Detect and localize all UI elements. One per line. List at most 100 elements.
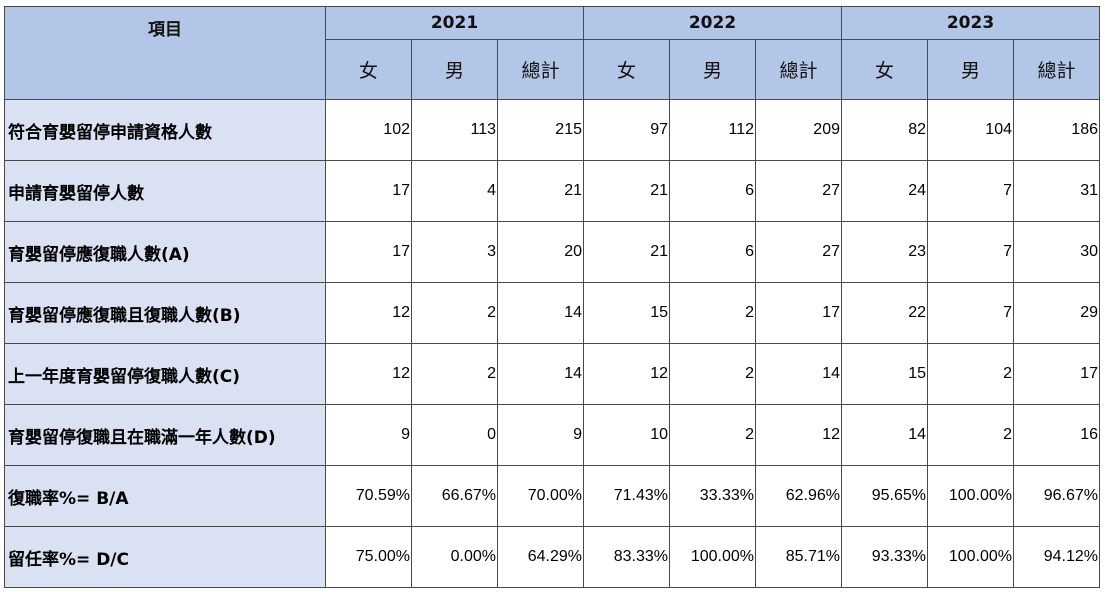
row-label: 申請育嬰留停人數 bbox=[4, 160, 326, 222]
female-header: 女 bbox=[841, 39, 928, 100]
total-header: 總計 bbox=[755, 39, 842, 100]
gender-header-row: 女 男 總計 女 男 總計 女 男 總計 bbox=[5, 39, 1100, 100]
table-cell: 95.65% bbox=[841, 465, 928, 527]
table-cell: 100.00% bbox=[927, 465, 1014, 527]
row-label: 育嬰留停應復職且復職人數(B) bbox=[4, 282, 326, 344]
table-cell: 70.59% bbox=[325, 465, 412, 527]
female-header: 女 bbox=[325, 39, 412, 100]
table-cell: 7 bbox=[927, 160, 1014, 222]
table-cell: 14 bbox=[755, 343, 842, 405]
table-cell: 62.96% bbox=[755, 465, 842, 527]
table-cell: 12 bbox=[325, 282, 412, 344]
table-cell: 12 bbox=[325, 343, 412, 405]
table-cell: 93.33% bbox=[841, 526, 928, 588]
table-cell: 94.12% bbox=[1013, 526, 1100, 588]
year-header-2023: 2023 bbox=[841, 6, 1100, 40]
table-cell: 14 bbox=[497, 343, 584, 405]
table-cell: 9 bbox=[497, 404, 584, 466]
table-cell: 2 bbox=[411, 282, 498, 344]
table-cell: 21 bbox=[497, 160, 584, 222]
table-cell: 6 bbox=[669, 160, 756, 222]
table-row: 上一年度育嬰留停復職人數(C) 12 2 14 12 2 14 15 2 17 bbox=[4, 343, 1100, 405]
row-label: 上一年度育嬰留停復職人數(C) bbox=[4, 343, 326, 405]
table-cell: 17 bbox=[1013, 343, 1100, 405]
table-cell: 66.67% bbox=[411, 465, 498, 527]
table-cell: 215 bbox=[497, 99, 584, 161]
table-cell: 33.33% bbox=[669, 465, 756, 527]
table-cell: 2 bbox=[669, 404, 756, 466]
table-cell: 14 bbox=[497, 282, 584, 344]
table-cell: 112 bbox=[669, 99, 756, 161]
table-cell: 100.00% bbox=[669, 526, 756, 588]
table-cell: 22 bbox=[841, 282, 928, 344]
table-row: 符合育嬰留停申請資格人數 102 113 215 97 112 209 82 104 186 bbox=[4, 99, 1100, 161]
table-row: 申請育嬰留停人數 17 4 21 21 6 27 24 7 31 bbox=[4, 160, 1100, 222]
table-cell: 0.00% bbox=[411, 526, 498, 588]
table-cell: 7 bbox=[927, 221, 1014, 283]
table-cell: 23 bbox=[841, 221, 928, 283]
table-row: 留任率%= D/C 75.00% 0.00% 64.29% 83.33% 100.00% 8… bbox=[4, 526, 1100, 588]
table-cell: 83.33% bbox=[583, 526, 670, 588]
table-cell: 17 bbox=[325, 160, 412, 222]
table-cell: 15 bbox=[841, 343, 928, 405]
year-header-row: 項目 2021 2022 2023 bbox=[4, 6, 1100, 100]
table-cell: 27 bbox=[755, 160, 842, 222]
male-header: 男 bbox=[927, 39, 1014, 100]
table-cell: 27 bbox=[755, 221, 842, 283]
table-cell: 75.00% bbox=[325, 526, 412, 588]
row-label: 育嬰留停復職且在職滿一年人數(D) bbox=[4, 404, 326, 466]
table-cell: 4 bbox=[411, 160, 498, 222]
year-header-2021: 2021 bbox=[325, 6, 584, 40]
table-cell: 0 bbox=[411, 404, 498, 466]
table-cell: 10 bbox=[583, 404, 670, 466]
table-cell: 17 bbox=[325, 221, 412, 283]
row-label: 育嬰留停應復職人數(A) bbox=[4, 221, 326, 283]
table-cell: 2 bbox=[669, 343, 756, 405]
table-cell: 24 bbox=[841, 160, 928, 222]
table-cell: 12 bbox=[755, 404, 842, 466]
table-cell: 21 bbox=[583, 221, 670, 283]
male-header: 男 bbox=[411, 39, 498, 100]
table-cell: 71.43% bbox=[583, 465, 670, 527]
table-row: 育嬰留停應復職人數(A) 17 3 20 21 6 27 23 7 30 bbox=[4, 221, 1100, 283]
table-cell: 31 bbox=[1013, 160, 1100, 222]
table-cell: 82 bbox=[841, 99, 928, 161]
table-cell: 20 bbox=[497, 221, 584, 283]
table-cell: 2 bbox=[927, 404, 1014, 466]
table-cell: 100.00% bbox=[927, 526, 1014, 588]
table-row: 育嬰留停復職且在職滿一年人數(D) 9 0 9 10 2 12 14 2 16 bbox=[4, 404, 1100, 466]
table-cell: 70.00% bbox=[497, 465, 584, 527]
table-cell: 2 bbox=[927, 343, 1014, 405]
table-row: 育嬰留停應復職且復職人數(B) 12 2 14 15 2 17 22 7 29 bbox=[4, 282, 1100, 344]
table-cell: 3 bbox=[411, 221, 498, 283]
table-cell: 6 bbox=[669, 221, 756, 283]
male-header: 男 bbox=[669, 39, 756, 100]
row-label: 符合育嬰留停申請資格人數 bbox=[4, 99, 326, 161]
row-label: 復職率%= B/A bbox=[4, 465, 326, 527]
row-label: 留任率%= D/C bbox=[4, 526, 326, 588]
table-cell: 113 bbox=[411, 99, 498, 161]
table-cell: 85.71% bbox=[755, 526, 842, 588]
table-cell: 16 bbox=[1013, 404, 1100, 466]
table-cell: 17 bbox=[755, 282, 842, 344]
year-header-2022: 2022 bbox=[583, 6, 842, 40]
table-cell: 96.67% bbox=[1013, 465, 1100, 527]
table-body: 符合育嬰留停申請資格人數 102 113 215 97 112 209 82 104 186 申請育… bbox=[4, 99, 1100, 588]
table-cell: 97 bbox=[583, 99, 670, 161]
table-cell: 7 bbox=[927, 282, 1014, 344]
table-cell: 102 bbox=[325, 99, 412, 161]
female-header: 女 bbox=[583, 39, 670, 100]
table-cell: 186 bbox=[1013, 99, 1100, 161]
parental-leave-table: 項目 2021 2022 2023 女 男 總計 女 男 總計 女 男 總計 符… bbox=[4, 6, 1100, 588]
table-cell: 21 bbox=[583, 160, 670, 222]
table-cell: 104 bbox=[927, 99, 1014, 161]
item-header: 項目 bbox=[4, 6, 326, 100]
total-header: 總計 bbox=[497, 39, 584, 100]
table-cell: 2 bbox=[669, 282, 756, 344]
table-cell: 9 bbox=[325, 404, 412, 466]
table-cell: 15 bbox=[583, 282, 670, 344]
table-row: 復職率%= B/A 70.59% 66.67% 70.00% 71.43% 33.33% 6… bbox=[4, 465, 1100, 527]
table-cell: 64.29% bbox=[497, 526, 584, 588]
total-header: 總計 bbox=[1013, 39, 1100, 100]
table-cell: 12 bbox=[583, 343, 670, 405]
